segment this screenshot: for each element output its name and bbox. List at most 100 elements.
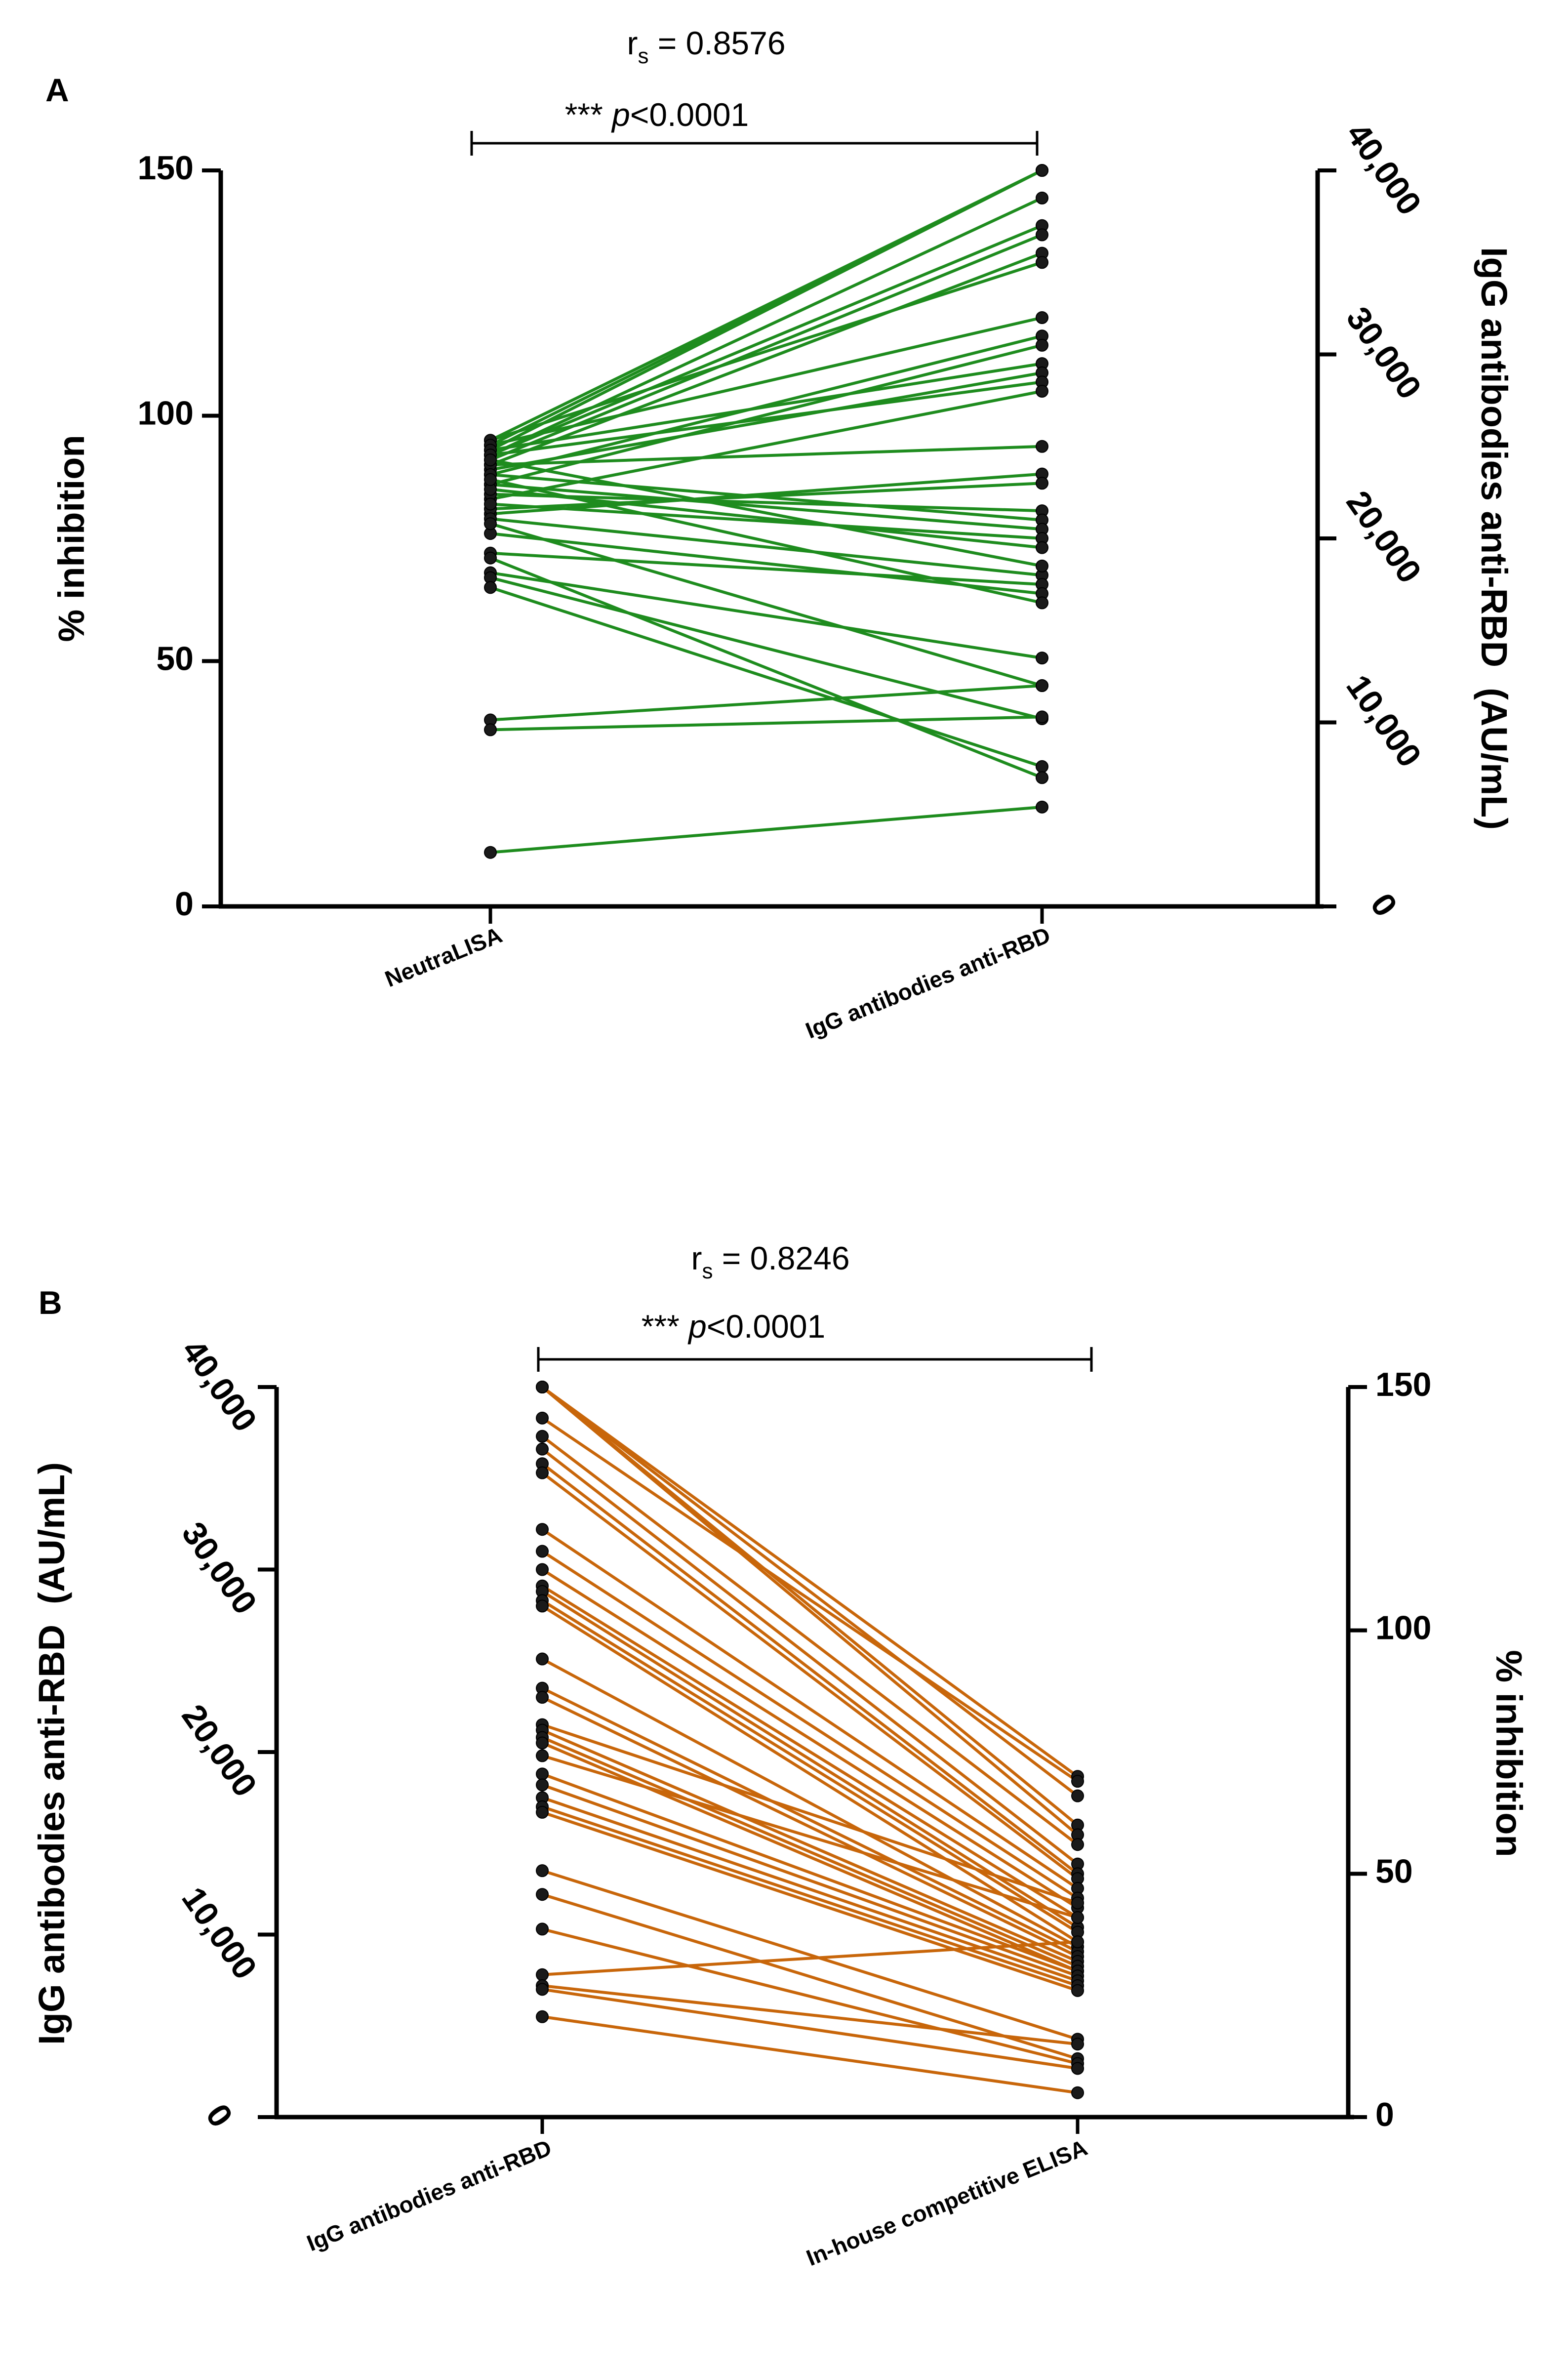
panel-a-point-left	[484, 517, 497, 531]
panel-b-pair-line	[541, 1448, 1079, 1865]
panel-b-pair-line	[541, 1590, 1079, 1929]
panel-b-point-left	[536, 1430, 549, 1443]
panel-b-left-tick-label: 40,000	[174, 1333, 264, 1438]
panel-a-pair-line	[490, 458, 1043, 568]
panel-a-pair-line	[490, 483, 1043, 531]
panel-a-letter: A	[45, 72, 69, 108]
panel-a-left-tick-label: 50	[156, 640, 194, 677]
panel-b-point-left	[536, 1736, 549, 1750]
panel-a-pair-line	[490, 492, 1043, 513]
panel-a-point-right	[1036, 652, 1048, 665]
panel-b-point-left	[536, 1968, 549, 1981]
panel-b-pair-line	[541, 1435, 1079, 1846]
panel-b-pair-line	[541, 1528, 1079, 1890]
panel-a: A rs = 0.8576 *** p<0.0001 0 50 100 150 0 10…	[45, 25, 1515, 1043]
panel-b-point-right	[1071, 1789, 1084, 1802]
panel-b-point-left	[536, 1888, 549, 1901]
panel-a-point-right	[1036, 596, 1048, 610]
panel-b-point-left	[536, 1749, 549, 1762]
panel-b-right-tick-label: 150	[1375, 1366, 1431, 1403]
panel-a-correlation: rs = 0.8576	[627, 25, 785, 68]
panel-a-point-right	[1036, 385, 1048, 398]
panel-a-left-tick-label: 0	[175, 885, 194, 923]
panel-b-pair-line	[541, 1599, 1079, 1934]
panel-a-point-left	[484, 453, 497, 467]
panel-a-pair-line	[490, 371, 1043, 471]
panel-b-pair-line	[542, 2015, 1078, 2094]
panel-b-right-axis-title: % inhibition	[1488, 1650, 1529, 1857]
panel-a-point-left	[484, 581, 497, 594]
panel-a-point-right	[1036, 679, 1048, 692]
panel-b-point-left	[536, 1767, 549, 1781]
panel-a-pair-line	[490, 805, 1043, 854]
panel-a-significance-label: *** p<0.0001	[565, 96, 749, 133]
panel-b-point-left	[536, 2010, 549, 2023]
panel-a-right-tick-label: 0	[1363, 887, 1405, 924]
panel-b-point-left	[536, 1523, 549, 1536]
panel-a-pair-line	[490, 472, 1043, 516]
panel-b-point-left	[536, 1381, 549, 1393]
panel-b-right-tick-label: 100	[1375, 1609, 1431, 1647]
panel-a-pair-line	[490, 445, 1043, 466]
panel-a-point-right	[1036, 338, 1048, 352]
panel-a-category-neutralisa: NeutraLISA	[381, 922, 506, 992]
panel-a-right-tick-label: 40,000	[1339, 116, 1429, 222]
panel-b-point-left	[536, 1778, 549, 1792]
panel-b-pair-line	[541, 1386, 1079, 1778]
panel-b-point-left	[536, 1805, 549, 1819]
panel-a-point-right	[1036, 311, 1048, 324]
panel-b-pair-line	[541, 1462, 1079, 1875]
panel-a-point-right	[1036, 771, 1048, 784]
panel-a-pair-line	[490, 517, 1043, 577]
panel-a-pair-line	[490, 522, 1043, 687]
panel-b-pair-line	[541, 1568, 1079, 1909]
panel-a-pair-line	[490, 684, 1043, 722]
panel-a-pair-line	[490, 473, 1043, 522]
panel-b-pair-line	[542, 1754, 1078, 1919]
panel-a-right-tick-label: 30,000	[1339, 300, 1429, 406]
panel-b-pair-line	[541, 1741, 1079, 1973]
panel-a-pair-line	[490, 334, 1043, 476]
panel-b: B rs = 0.8246 *** p<0.0001 0 10,000 20,000…	[31, 1240, 1529, 2271]
panel-b-pair-line	[541, 1728, 1079, 1963]
panel-b-pair-line	[541, 1417, 1079, 1783]
panel-b-pair-line	[542, 1723, 1078, 1905]
panel-b-point-left	[536, 1864, 549, 1878]
panel-b-point-left	[536, 1545, 549, 1558]
panel-b-point-right	[1071, 2038, 1084, 2051]
panel-b-pair-line	[541, 1604, 1079, 1943]
panel-a-point-right	[1036, 256, 1048, 269]
panel-b-category-igg: IgG antibodies anti-RBD	[303, 2134, 555, 2256]
panel-b-pair-line	[541, 1550, 1079, 1900]
panel-b-point-left	[536, 1983, 549, 1996]
panel-a-point-right	[1036, 559, 1048, 572]
panel-b-pair-line	[542, 1893, 1078, 2060]
panel-a-pair-line	[490, 362, 1043, 452]
panel-b-point-right	[1071, 1775, 1084, 1788]
panel-b-correlation: rs = 0.8246	[691, 1240, 849, 1283]
panel-b-pair-line	[541, 1696, 1079, 1958]
panel-a-left-tick-label: 100	[138, 395, 194, 432]
panel-a-pair-line	[490, 380, 1043, 457]
panel-b-point-left	[536, 1691, 549, 1704]
panel-b-point-left	[536, 1599, 549, 1613]
panel-a-point-left	[484, 497, 497, 511]
panel-b-pair-line	[542, 1796, 1078, 1982]
panel-a-pair-line	[490, 576, 1043, 720]
panel-b-point-right	[1071, 1984, 1084, 1997]
panel-b-right-tick-label: 0	[1375, 2096, 1394, 2133]
panel-a-point-right	[1036, 760, 1048, 773]
panel-b-pair-line	[542, 1869, 1078, 2041]
panel-a-point-left	[484, 846, 497, 859]
panel-a-point-right	[1036, 440, 1048, 453]
panel-b-left-axis-title: IgG antibodies anti-RBD (AU/mL)	[31, 1462, 72, 2045]
panel-b-point-right	[1071, 2062, 1084, 2075]
panel-b-pair-line	[542, 1811, 1078, 1992]
panel-a-left-axis-title: % inhibition	[51, 435, 92, 642]
panel-b-pair-line	[541, 1686, 1079, 1953]
panel-b-pair-line	[541, 1736, 1079, 1968]
panel-b-pair-line	[542, 1927, 1078, 2065]
panel-b-letter: B	[39, 1284, 62, 1321]
